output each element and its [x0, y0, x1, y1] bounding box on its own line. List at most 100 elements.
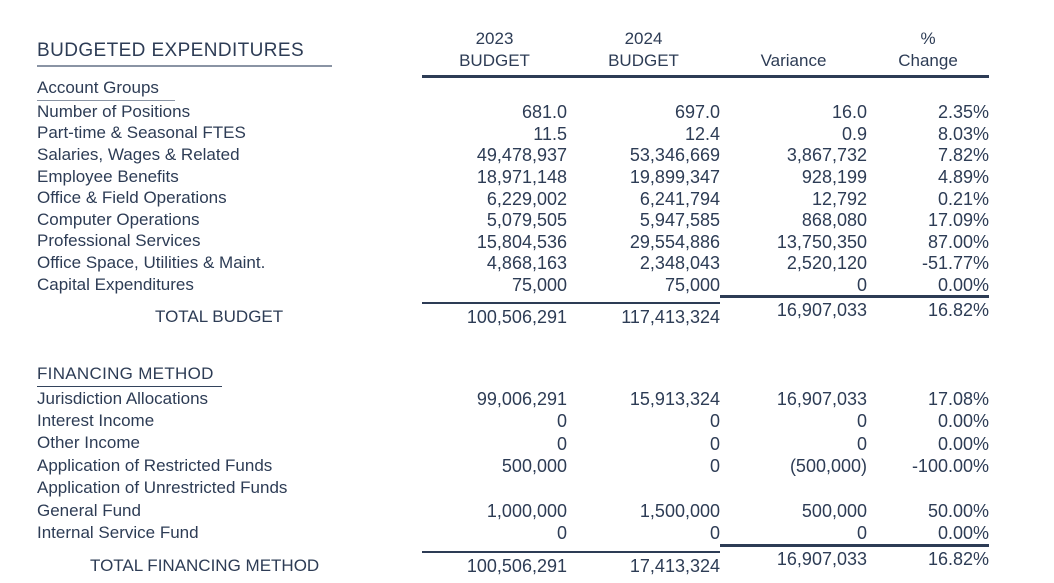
account-groups-heading-row: Account Groups: [37, 78, 1054, 101]
value-change: 0.21%: [937, 188, 989, 209]
table-row: Application of Unrestricted Funds: [37, 477, 1054, 499]
value-2023: 4,868,163: [486, 253, 567, 274]
table-row: Salaries, Wages & Related 49,478,937 53,…: [37, 144, 1054, 166]
account-groups-heading: Account Groups: [37, 78, 175, 101]
value-2024: 6,241,794: [639, 188, 720, 209]
total-rule-budget-columns: [422, 301, 720, 305]
value-variance: 0: [856, 433, 867, 454]
value-variance: 500,000: [801, 500, 867, 521]
value-change: 17.08%: [927, 389, 989, 410]
value-2023: 18,971,148: [476, 167, 567, 188]
total-value-2023: 100,506,291: [466, 307, 567, 328]
total-value-variance: 16,907,033: [776, 300, 867, 321]
value-2024: 53,346,669: [629, 145, 720, 166]
value-2024: 15,913,324: [629, 389, 720, 410]
value-2023: 0: [556, 523, 567, 544]
table-row: Number of Positions 681.0 697.0 16.0 2.3…: [37, 101, 1054, 123]
value-2024: 0: [709, 523, 720, 544]
table-row: Interest Income 0 0 0 0.00%: [37, 410, 1054, 432]
table-row: Part-time & Seasonal FTES 11.5 12.4 0.9 …: [37, 123, 1054, 145]
row-label: General Fund: [37, 500, 141, 520]
value-change: 50.00%: [927, 500, 989, 521]
table-row: General Fund 1,000,000 1,500,000 500,000…: [37, 499, 1054, 521]
value-change: -100.00%: [911, 456, 989, 477]
value-2024: 0: [709, 433, 720, 454]
value-variance: (500,000): [789, 456, 867, 477]
column-header-2023-budget: 2023 BUDGET: [422, 24, 567, 74]
value-change: 2.35%: [937, 102, 989, 123]
value-2024: 29,554,886: [629, 231, 720, 252]
row-label: Capital Expenditures: [37, 274, 194, 294]
row-label: Professional Services: [37, 231, 201, 251]
value-2023: 681.0: [521, 102, 567, 123]
financing-method-heading: FINANCING METHOD: [37, 364, 222, 388]
table-row: Computer Operations 5,079,505 5,947,585 …: [37, 209, 1054, 231]
row-label: Office Space, Utilities & Maint.: [37, 253, 266, 273]
value-change: 0.00%: [937, 411, 989, 432]
page-title: BUDGETED EXPENDITURES: [37, 40, 333, 67]
value-variance: 12,792: [811, 188, 867, 209]
value-variance: 868,080: [801, 210, 867, 231]
column-header-2023-label: BUDGET: [459, 51, 530, 70]
value-variance: 0: [856, 523, 867, 544]
row-label: Application of Restricted Funds: [37, 455, 273, 475]
column-header-pct-label: Change: [898, 51, 958, 70]
section-title-cell: BUDGETED EXPENDITURES: [37, 34, 422, 67]
value-variance: 13,750,350: [776, 231, 867, 252]
total-rule-row: [37, 544, 1054, 554]
value-2024: 12.4: [684, 123, 720, 144]
value-2024: 75,000: [664, 275, 720, 296]
total-value-2024: 117,413,324: [621, 307, 720, 328]
total-value-variance: 16,907,033: [776, 549, 867, 570]
value-change: 8.03%: [937, 123, 989, 144]
budgeted-expenditures-section: BUDGETED EXPENDITURES 2023 BUDGET 2024 B…: [37, 26, 1054, 329]
column-header-pct-symbol: %: [920, 29, 936, 48]
total-financing-method-row: TOTAL FINANCING METHOD 100,506,291 17,41…: [37, 549, 1054, 578]
value-2024: 19,899,347: [629, 167, 720, 188]
value-2023: 5,079,505: [486, 210, 567, 231]
row-label: Salaries, Wages & Related: [37, 145, 240, 165]
total-rule-budget-columns: [422, 550, 720, 554]
value-variance: 0.9: [841, 123, 867, 144]
value-change: 87.00%: [927, 231, 989, 252]
value-change: 0.00%: [937, 433, 989, 454]
value-change: 4.89%: [937, 167, 989, 188]
value-2023: 0: [556, 433, 567, 454]
row-label: Number of Positions: [37, 101, 191, 121]
value-variance: 0: [856, 275, 867, 296]
value-2023: 1,000,000: [486, 500, 567, 521]
column-header-2023-year: 2023: [475, 29, 514, 48]
row-label: Employee Benefits: [37, 166, 179, 186]
value-2024: 1,500,000: [639, 500, 720, 521]
value-2024: 697.0: [674, 102, 720, 123]
row-label: Office & Field Operations: [37, 188, 227, 208]
value-2023: 11.5: [533, 123, 567, 144]
value-2023: 49,478,937: [476, 145, 567, 166]
total-value-2023: 100,506,291: [466, 556, 567, 577]
value-2023: 99,006,291: [476, 389, 567, 410]
total-value-change: 16.82%: [927, 549, 989, 570]
total-value-2024: 17,413,324: [629, 556, 720, 577]
value-variance: 0: [856, 411, 867, 432]
value-variance: 2,520,120: [786, 253, 867, 274]
header-rule: [422, 75, 989, 78]
value-2023: 75,000: [511, 275, 567, 296]
section-gap: [37, 329, 1054, 362]
total-rule-row: [37, 295, 1054, 305]
row-label: Internal Service Fund: [37, 522, 199, 542]
column-header-pct-change: % Change: [867, 24, 989, 74]
value-change: 0.00%: [937, 275, 989, 296]
table-row: Jurisdiction Allocations 99,006,291 15,9…: [37, 387, 1054, 409]
total-rule-variance-columns: [720, 544, 989, 547]
column-header-variance: Variance: [720, 24, 867, 74]
total-budget-row: TOTAL BUDGET 100,506,291 117,413,324 16,…: [37, 300, 1054, 329]
column-header-2024-budget: 2024 BUDGET: [567, 24, 720, 74]
value-variance: 16,907,033: [776, 389, 867, 410]
value-2024: 5,947,585: [639, 210, 720, 231]
value-change: -51.77%: [921, 253, 989, 274]
total-financing-method-label: TOTAL FINANCING METHOD: [90, 555, 320, 575]
table-row: Capital Expenditures 75,000 75,000 0 0.0…: [37, 274, 1054, 296]
table-row: Office & Field Operations 6,229,002 6,24…: [37, 187, 1054, 209]
column-header-2024-year: 2024: [624, 29, 663, 48]
